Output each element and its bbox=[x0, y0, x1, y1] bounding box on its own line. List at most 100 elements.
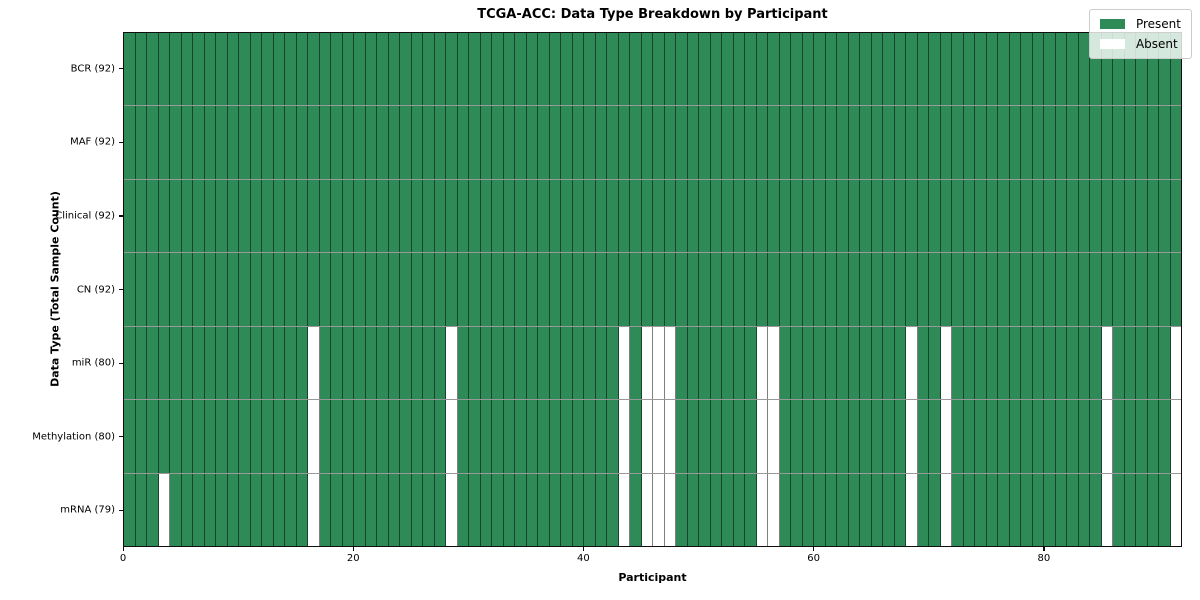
cell-present bbox=[779, 326, 791, 400]
cell-present bbox=[1032, 179, 1044, 253]
cell-present bbox=[285, 400, 297, 473]
x-tick-label: 20 bbox=[346, 553, 360, 564]
cell-present bbox=[204, 179, 216, 253]
cell-present bbox=[549, 106, 561, 179]
cell-present bbox=[457, 33, 469, 106]
cell-present bbox=[124, 253, 136, 326]
cell-present bbox=[1147, 33, 1159, 106]
cell-present bbox=[193, 326, 205, 400]
cell-present bbox=[549, 326, 561, 400]
cell-present bbox=[411, 326, 423, 400]
cell-present bbox=[423, 106, 435, 179]
cell-present bbox=[963, 253, 975, 326]
cell-present bbox=[262, 400, 274, 473]
cell-present bbox=[365, 253, 377, 326]
cell-present bbox=[285, 253, 297, 326]
cell-present bbox=[860, 33, 872, 106]
cell-present bbox=[331, 253, 343, 326]
cell-present bbox=[883, 326, 895, 400]
cell-present bbox=[1124, 400, 1136, 473]
y-tick-mark bbox=[119, 141, 123, 144]
cell-present bbox=[1101, 179, 1113, 253]
cell-present bbox=[699, 253, 711, 326]
cell-present bbox=[469, 33, 481, 106]
cell-present bbox=[699, 179, 711, 253]
cell-absent bbox=[653, 400, 665, 473]
cell-present bbox=[227, 326, 239, 400]
cell-present bbox=[124, 106, 136, 179]
cell-present bbox=[158, 179, 170, 253]
cell-present bbox=[1078, 106, 1090, 179]
cell-present bbox=[1170, 106, 1181, 179]
cell-present bbox=[860, 326, 872, 400]
cell-present bbox=[411, 106, 423, 179]
cell-present bbox=[1009, 326, 1021, 400]
cell-present bbox=[917, 253, 929, 326]
cell-present bbox=[549, 473, 561, 546]
cell-present bbox=[1055, 253, 1067, 326]
cell-present bbox=[998, 326, 1010, 400]
cell-present bbox=[1136, 473, 1148, 546]
cell-present bbox=[745, 106, 757, 179]
cell-present bbox=[745, 326, 757, 400]
cell-present bbox=[181, 473, 193, 546]
cell-absent bbox=[1101, 326, 1113, 400]
cell-present bbox=[768, 179, 780, 253]
cell-present bbox=[848, 400, 860, 473]
cell-present bbox=[1055, 106, 1067, 179]
cell-present bbox=[480, 326, 492, 400]
legend-item-absent: Absent bbox=[1099, 37, 1181, 51]
cell-present bbox=[538, 326, 550, 400]
x-tick-label: 0 bbox=[119, 553, 127, 564]
cell-present bbox=[147, 400, 159, 473]
cell-present bbox=[745, 400, 757, 473]
cell-present bbox=[929, 473, 941, 546]
cell-present bbox=[1021, 473, 1033, 546]
cell-present bbox=[1032, 253, 1044, 326]
cell-present bbox=[653, 33, 665, 106]
cell-present bbox=[1147, 106, 1159, 179]
cell-present bbox=[998, 253, 1010, 326]
cell-present bbox=[377, 106, 389, 179]
legend-item-present: Present bbox=[1099, 17, 1181, 31]
cell-present bbox=[618, 106, 630, 179]
cell-present bbox=[515, 326, 527, 400]
cell-present bbox=[929, 400, 941, 473]
cell-present bbox=[630, 106, 642, 179]
cell-present bbox=[572, 253, 584, 326]
cell-absent bbox=[308, 473, 320, 546]
cell-present bbox=[1170, 179, 1181, 253]
cell-present bbox=[963, 106, 975, 179]
legend-label: Absent bbox=[1135, 37, 1178, 51]
cell-present bbox=[503, 179, 515, 253]
cell-present bbox=[768, 33, 780, 106]
cell-present bbox=[135, 473, 147, 546]
cell-present bbox=[296, 179, 308, 253]
cell-present bbox=[181, 253, 193, 326]
cell-present bbox=[411, 179, 423, 253]
cell-present bbox=[779, 106, 791, 179]
cell-present bbox=[1021, 326, 1033, 400]
cell-present bbox=[388, 253, 400, 326]
cell-present bbox=[1055, 179, 1067, 253]
cell-present bbox=[986, 33, 998, 106]
cell-present bbox=[802, 253, 814, 326]
cell-present bbox=[837, 400, 849, 473]
cell-absent bbox=[756, 326, 768, 400]
cell-present bbox=[630, 473, 642, 546]
cell-present bbox=[342, 400, 354, 473]
cell-present bbox=[802, 326, 814, 400]
cell-present bbox=[917, 179, 929, 253]
cell-present bbox=[388, 473, 400, 546]
cell-present bbox=[515, 33, 527, 106]
cell-absent bbox=[641, 400, 653, 473]
cell-present bbox=[434, 253, 446, 326]
cell-present bbox=[952, 400, 964, 473]
cell-present bbox=[837, 326, 849, 400]
cell-present bbox=[572, 179, 584, 253]
cell-present bbox=[1136, 253, 1148, 326]
cell-present bbox=[802, 400, 814, 473]
cell-present bbox=[526, 106, 538, 179]
cell-present bbox=[1009, 400, 1021, 473]
